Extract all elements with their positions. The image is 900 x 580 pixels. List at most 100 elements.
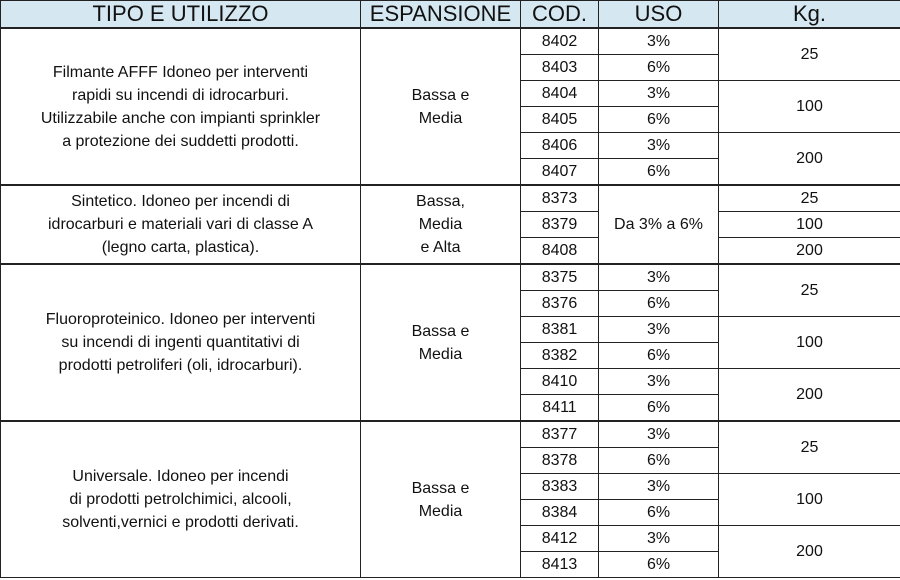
product-group-universale: Universale. Idoneo per incendi di prodot… (0, 420, 900, 578)
uso-cell: 3% (598, 525, 719, 552)
description-line: solventi,vernici e prodotti derivati. (62, 514, 299, 531)
kg-cell: 25 (718, 184, 900, 212)
uso-cell: 3% (598, 368, 719, 395)
description-line: di prodotti petrolchimici, alcooli, (69, 491, 292, 508)
expansion-cell: Bassa, Media e Alta (360, 184, 521, 265)
header-uso: USO (598, 0, 719, 29)
uso-cell: 6% (598, 54, 719, 81)
kg-cell: 100 (718, 211, 900, 238)
code-cell: 8407 (520, 158, 599, 186)
description-cell: Sintetico. Idoneo per incendi di idrocar… (0, 184, 361, 265)
uso-cell: 6% (598, 447, 719, 474)
code-cell: 8402 (520, 27, 599, 55)
product-group-sintetico: Sintetico. Idoneo per incendi di idrocar… (0, 184, 900, 265)
kg-cell: 100 (718, 80, 900, 133)
table-row: 8404 3% 100 (1, 80, 900, 133)
expansion-line: Media (418, 502, 463, 520)
expansion-cell: Bassa e Media (360, 263, 521, 422)
uso-cell: 3% (598, 132, 719, 159)
kg-cell: 25 (718, 27, 900, 81)
code-cell: 8412 (520, 525, 599, 552)
table-row: 8406 3% 200 (1, 132, 900, 186)
uso-cell: 3% (598, 263, 719, 291)
kg-cell: 200 (718, 525, 900, 578)
kg-cell: 200 (718, 132, 900, 186)
table-row: 8411 6% (1, 394, 900, 422)
code-cell: 8378 (520, 447, 599, 474)
code-cell: 8405 (520, 106, 599, 133)
table-row: 8410 3% 200 (1, 368, 900, 422)
code-cell: 8384 (520, 499, 599, 526)
table-row: 8379 100 (1, 211, 900, 238)
table-row: Fluoroproteinico. Idoneo per interventi … (0, 263, 900, 422)
uso-cell: 6% (598, 106, 719, 133)
kg-cell: 25 (718, 420, 900, 474)
table-row: 8382 6% (1, 342, 900, 369)
header-kg: Kg. (718, 0, 900, 29)
code-cell: 8411 (520, 394, 599, 422)
description-line: rapidi su incendi di idrocarburi. (72, 86, 289, 104)
kg-cell: 100 (718, 473, 900, 526)
expansion-line: Bassa e (411, 479, 470, 497)
code-cell: 8379 (520, 211, 599, 238)
description-line: Universale. Idoneo per incendi (72, 468, 289, 485)
description-line: Utilizzabile anche con impianti sprinkle… (40, 109, 321, 127)
uso-cell: 6% (598, 394, 719, 422)
table-row: Sintetico. Idoneo per incendi di idrocar… (0, 184, 900, 265)
kg-cell: 200 (718, 368, 900, 422)
uso-cell: Da 3% a 6% (598, 184, 719, 265)
uso-cell: 3% (598, 316, 719, 343)
code-cell: 8375 (520, 263, 599, 291)
table-row: 8413 6% (1, 551, 900, 578)
description-line: idrocarburi e materiali vari di classe A (48, 216, 313, 233)
product-group-fluoroproteinico: Fluoroproteinico. Idoneo per interventi … (0, 263, 900, 422)
description-cell: Universale. Idoneo per incendi di prodot… (0, 420, 361, 578)
code-cell: 8381 (520, 316, 599, 343)
description-line: prodotti petroliferi (oli, idrocarburi). (58, 357, 303, 374)
description-line: a protezione dei suddetti prodotti. (62, 132, 299, 150)
code-cell: 8406 (520, 132, 599, 159)
description-line: (legno carta, plastica). (101, 239, 260, 256)
table-row: 8381 3% 100 (1, 316, 900, 369)
uso-cell: 6% (598, 499, 719, 526)
description-line: Fluoroproteinico. Idoneo per interventi (45, 311, 316, 328)
expansion-line: Media (418, 216, 463, 233)
product-group-afff: Filmante AFFF Idoneo per interventi rapi… (0, 27, 900, 186)
description-line: su incendi di ingenti quantitativi di (61, 334, 300, 351)
expansion-line: Bassa e (411, 86, 470, 104)
description-line: Filmante AFFF Idoneo per interventi (52, 63, 309, 81)
uso-cell: 6% (598, 290, 719, 317)
code-cell: 8373 (520, 184, 599, 212)
uso-cell: 6% (598, 551, 719, 578)
code-cell: 8377 (520, 420, 599, 448)
uso-cell: 3% (598, 80, 719, 107)
expansion-line: Media (418, 109, 463, 127)
kg-cell: 200 (718, 237, 900, 265)
table-row: 8378 6% (1, 447, 900, 474)
table-row: 8383 3% 100 (1, 473, 900, 526)
description-line: Sintetico. Idoneo per incendi di (71, 193, 290, 210)
code-cell: 8376 (520, 290, 599, 317)
expansion-line: Bassa e (411, 322, 470, 340)
uso-cell: 3% (598, 420, 719, 448)
code-cell: 8408 (520, 237, 599, 265)
expansion-line: Bassa, (416, 193, 465, 210)
uso-cell: 6% (598, 342, 719, 369)
table-row: Filmante AFFF Idoneo per interventi rapi… (0, 27, 900, 186)
kg-cell: 100 (718, 316, 900, 369)
description-cell: Fluoroproteinico. Idoneo per interventi … (0, 263, 361, 422)
uso-cell: 6% (598, 158, 719, 186)
code-cell: 8403 (520, 54, 599, 81)
header-espansione: ESPANSIONE (360, 0, 521, 29)
kg-cell: 25 (718, 263, 900, 317)
code-cell: 8382 (520, 342, 599, 369)
code-cell: 8413 (520, 551, 599, 578)
table-row: 8407 6% (1, 158, 900, 186)
header-row: TIPO E UTILIZZO ESPANSIONE COD. USO Kg. (0, 0, 900, 29)
expansion-cell: Bassa e Media (360, 420, 521, 578)
table-row: 8405 6% (1, 106, 900, 133)
header-tipo: TIPO E UTILIZZO (0, 0, 361, 29)
expansion-line: Media (418, 345, 463, 363)
